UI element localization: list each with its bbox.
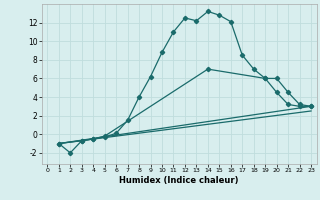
X-axis label: Humidex (Indice chaleur): Humidex (Indice chaleur)	[119, 176, 239, 185]
